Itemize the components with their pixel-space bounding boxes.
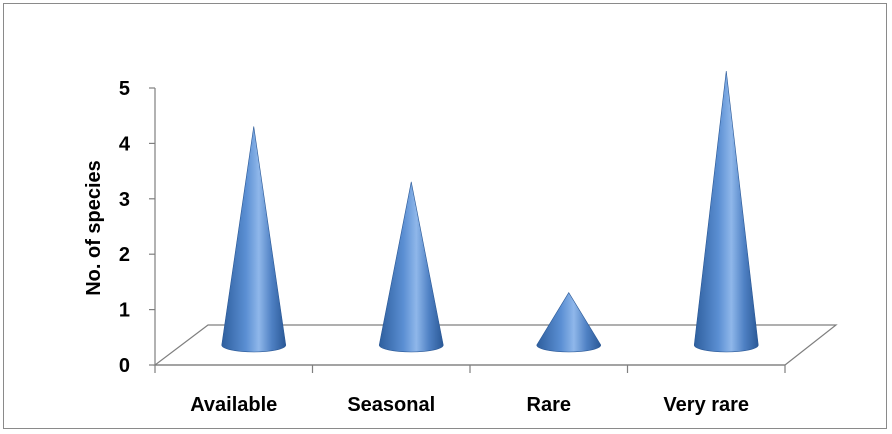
y-ticks: 0 1 2 3 4 5 [119,78,155,377]
cones [221,70,759,353]
cone-bar [378,181,444,353]
y-tick-label: 2 [119,244,130,266]
y-tick-label: 5 [119,78,130,100]
y-tick-label: 1 [119,300,130,322]
x-ticks [154,365,786,373]
category-labels: Available Seasonal Rare Very rare [190,394,749,416]
cone-body [693,70,759,353]
cone-body [536,292,602,353]
cone-bar [221,126,287,353]
category-label: Rare [527,394,571,416]
cone-body [378,181,444,353]
cone-body [221,126,287,353]
category-label: Seasonal [347,394,435,416]
cone-bar [536,292,602,353]
y-tick-label: 0 [119,355,130,377]
cone-bar [693,70,759,353]
category-label: Very rare [663,394,749,416]
category-label: Available [190,394,277,416]
y-tick-label: 3 [119,189,130,211]
y-axis-title: No. of species [83,160,105,296]
y-tick-label: 4 [119,133,131,155]
